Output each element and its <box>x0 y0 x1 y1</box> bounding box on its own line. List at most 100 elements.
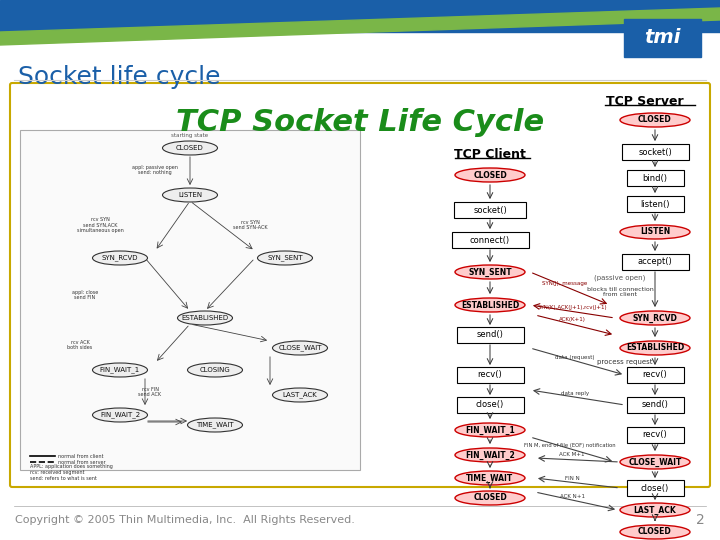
FancyBboxPatch shape <box>626 367 683 383</box>
FancyBboxPatch shape <box>626 427 683 443</box>
FancyBboxPatch shape <box>626 397 683 413</box>
Text: ACK M+1: ACK M+1 <box>559 453 585 457</box>
Text: normal from client: normal from client <box>58 454 104 458</box>
Text: send(): send() <box>642 401 668 409</box>
Text: LISTEN: LISTEN <box>178 192 202 198</box>
Text: TIME_WAIT: TIME_WAIT <box>196 422 234 428</box>
FancyBboxPatch shape <box>621 254 688 270</box>
Ellipse shape <box>455 298 525 312</box>
Ellipse shape <box>455 423 525 437</box>
Text: ACK N+1: ACK N+1 <box>559 494 585 498</box>
Text: appl: close
send FIN: appl: close send FIN <box>72 289 98 300</box>
Text: TCP Server: TCP Server <box>606 95 684 108</box>
Text: process request: process request <box>598 359 653 365</box>
FancyBboxPatch shape <box>456 327 523 343</box>
Text: rcv FIN
send ACK: rcv FIN send ACK <box>138 387 161 397</box>
Text: CLOSED: CLOSED <box>638 528 672 537</box>
Text: ESTABLISHED: ESTABLISHED <box>626 343 684 353</box>
Text: 2: 2 <box>696 513 705 527</box>
Text: CLOSING: CLOSING <box>199 367 230 373</box>
Text: TCP Socket Life Cycle: TCP Socket Life Cycle <box>176 108 544 137</box>
Ellipse shape <box>455 265 525 279</box>
Text: SYN_SENT: SYN_SENT <box>267 255 303 261</box>
Text: LAST_ACK: LAST_ACK <box>634 505 676 515</box>
Text: CLOSE_WAIT: CLOSE_WAIT <box>278 345 322 352</box>
Text: data (request): data (request) <box>555 355 595 361</box>
Text: send: refers to what is sent: send: refers to what is sent <box>30 476 97 481</box>
Ellipse shape <box>272 388 328 402</box>
Text: FIN M, end of file (EOF) notification: FIN M, end of file (EOF) notification <box>524 442 616 448</box>
Text: ESTABLISHED: ESTABLISHED <box>461 300 519 309</box>
Text: (passive open): (passive open) <box>594 275 646 281</box>
Ellipse shape <box>187 418 243 432</box>
Ellipse shape <box>620 113 690 127</box>
Ellipse shape <box>455 491 525 505</box>
FancyBboxPatch shape <box>20 130 360 470</box>
Ellipse shape <box>620 341 690 355</box>
Ellipse shape <box>178 311 233 325</box>
Text: TIME_WAIT: TIME_WAIT <box>467 474 513 483</box>
Ellipse shape <box>163 141 217 155</box>
Text: FIN_WAIT_2: FIN_WAIT_2 <box>100 411 140 418</box>
Text: close(): close() <box>641 483 669 492</box>
Ellipse shape <box>455 448 525 462</box>
Text: CLOSED: CLOSED <box>473 171 507 179</box>
Text: SYN_RCVD: SYN_RCVD <box>633 313 678 322</box>
Text: CLOSED: CLOSED <box>638 116 672 125</box>
Text: rcv: received segment: rcv: received segment <box>30 470 84 475</box>
Ellipse shape <box>163 188 217 202</box>
Text: LISTEN: LISTEN <box>640 227 670 237</box>
Text: recv(): recv() <box>477 370 503 380</box>
FancyBboxPatch shape <box>626 170 683 186</box>
Ellipse shape <box>187 363 243 377</box>
Ellipse shape <box>272 341 328 355</box>
Text: appl: passive open
send: nothing: appl: passive open send: nothing <box>132 165 178 176</box>
Text: connect(): connect() <box>470 235 510 245</box>
Text: normal from server: normal from server <box>58 460 106 464</box>
FancyBboxPatch shape <box>10 83 710 487</box>
Text: LAST_ACK: LAST_ACK <box>283 392 318 399</box>
Text: FIN_WAIT_2: FIN_WAIT_2 <box>465 450 515 460</box>
Text: TCP Client: TCP Client <box>454 148 526 161</box>
Text: FIN N: FIN N <box>564 476 580 481</box>
Ellipse shape <box>258 251 312 265</box>
Ellipse shape <box>455 168 525 182</box>
Text: send(): send() <box>477 330 503 340</box>
Text: socket(): socket() <box>638 147 672 157</box>
Text: tmi: tmi <box>644 28 680 48</box>
Bar <box>0 45 720 500</box>
Polygon shape <box>0 0 720 32</box>
Text: CLOSED: CLOSED <box>473 494 507 503</box>
Ellipse shape <box>620 455 690 469</box>
FancyBboxPatch shape <box>454 202 526 218</box>
Text: recv(): recv() <box>643 370 667 380</box>
Text: recv(): recv() <box>643 430 667 440</box>
Text: accept(): accept() <box>638 258 672 267</box>
Text: blocks till connection
from client: blocks till connection from client <box>587 287 653 298</box>
Text: rcv SYN
send SYN-ACK: rcv SYN send SYN-ACK <box>233 220 267 231</box>
Bar <box>624 19 701 57</box>
Text: Socket life cycle: Socket life cycle <box>18 65 220 89</box>
Text: CLOSED: CLOSED <box>176 145 204 151</box>
Text: rcv ACK
both sides: rcv ACK both sides <box>68 340 93 350</box>
Ellipse shape <box>620 503 690 517</box>
Ellipse shape <box>620 311 690 325</box>
Ellipse shape <box>455 471 525 485</box>
FancyBboxPatch shape <box>626 480 683 496</box>
Text: SYN(K),ACK(J+1),rcv(J+1): SYN(K),ACK(J+1),rcv(J+1) <box>537 306 607 310</box>
Text: FIN_WAIT_1: FIN_WAIT_1 <box>100 367 140 373</box>
Text: SYN(J), message: SYN(J), message <box>542 280 588 286</box>
FancyBboxPatch shape <box>456 367 523 383</box>
Text: Copyright © 2005 Thin Multimedia, Inc.  All Rights Reserved.: Copyright © 2005 Thin Multimedia, Inc. A… <box>15 515 355 525</box>
Ellipse shape <box>92 363 148 377</box>
FancyBboxPatch shape <box>621 144 688 160</box>
Ellipse shape <box>92 251 148 265</box>
FancyBboxPatch shape <box>451 232 528 248</box>
Ellipse shape <box>620 225 690 239</box>
Text: SYN_SENT: SYN_SENT <box>468 267 512 276</box>
Ellipse shape <box>92 408 148 422</box>
FancyBboxPatch shape <box>626 196 683 212</box>
FancyBboxPatch shape <box>456 397 523 413</box>
Polygon shape <box>0 8 720 45</box>
Text: ACK(K+1): ACK(K+1) <box>559 318 585 322</box>
